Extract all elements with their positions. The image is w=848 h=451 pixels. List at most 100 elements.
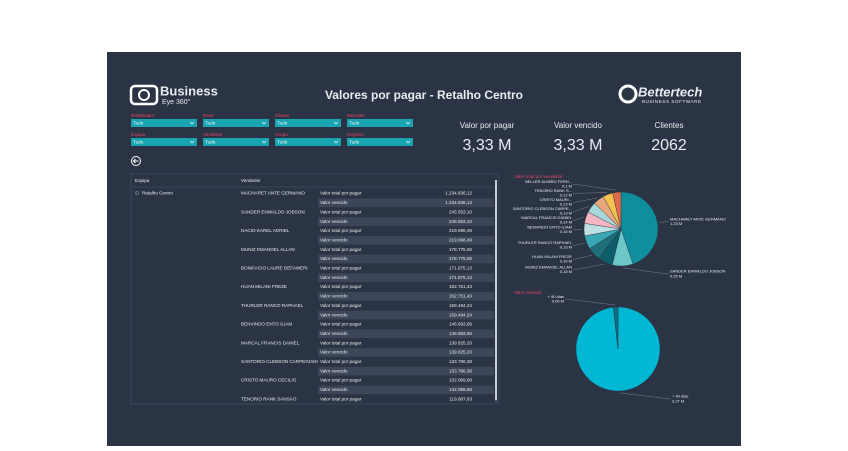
measure-name: Valor vencido bbox=[320, 237, 348, 242]
vendor-name: MACHARET ANTE GERMANO bbox=[241, 191, 305, 196]
team-name: Retalho Centro bbox=[142, 191, 173, 196]
measure-value: 178.775,06 bbox=[449, 247, 472, 252]
measure-value: 132.069,68 bbox=[449, 387, 472, 392]
scrollbar-thumb[interactable] bbox=[495, 180, 497, 400]
measure-name: Valor vencido bbox=[320, 350, 348, 355]
measure-value: 245.553,10 bbox=[449, 209, 472, 214]
measure-name: Valor vencido bbox=[320, 368, 348, 373]
measure-name: Valor total por pagar bbox=[320, 191, 362, 196]
measure-value: 132.069,68 bbox=[449, 378, 472, 383]
filter-label: Vendedor bbox=[203, 132, 223, 137]
measure-name: Valor vencido bbox=[320, 331, 348, 336]
vendor-name: DACIO KAREL ADRIEL bbox=[241, 228, 290, 233]
vendor-name: BONIFACIO LAURE DEFAWERI bbox=[241, 266, 308, 271]
measure-value: 219.998,49 bbox=[449, 237, 472, 242]
measure-value: 159.494,24 bbox=[449, 312, 472, 317]
slice-value: 0,16 M bbox=[560, 245, 572, 250]
logo-subtext: BUSINESS SOFTWARE bbox=[642, 99, 702, 104]
vendor-name: HUAN MILANI FREZE bbox=[241, 284, 287, 289]
filter-value[interactable]: Tudo bbox=[349, 139, 360, 144]
filter-value[interactable]: Tudo bbox=[133, 139, 144, 144]
measure-name: Valor vencido bbox=[320, 219, 348, 224]
filter-label: Negócio bbox=[347, 132, 364, 137]
filter-label: Rede bbox=[203, 113, 214, 118]
measure-name: Valor total por pagar bbox=[320, 303, 362, 308]
kpi-label: Valor por pagar bbox=[460, 121, 515, 130]
filter-label: Cliente bbox=[275, 113, 290, 118]
measure-value: 133.786,38 bbox=[449, 359, 472, 364]
filter-label: Mercado bbox=[347, 113, 365, 118]
chart-title: Valor vencido bbox=[514, 290, 542, 295]
measure-value: 146.693,66 bbox=[449, 331, 472, 336]
kpi-value: 2062 bbox=[651, 137, 687, 154]
measure-value: 139.825,20 bbox=[449, 340, 472, 345]
kpi-label: Clientes bbox=[655, 121, 684, 130]
filter-label: Grupo bbox=[275, 132, 288, 137]
filter-value[interactable]: Tudo bbox=[133, 120, 144, 125]
measure-name: Valor vencido bbox=[320, 275, 348, 280]
measure-value: 1.234.836,12 bbox=[445, 191, 472, 196]
vendor-name: BENVINDO ENTO ILIAM bbox=[241, 322, 292, 327]
filter-label: Equipa bbox=[131, 132, 146, 137]
measure-value: 219.998,49 bbox=[449, 228, 472, 233]
filter-value[interactable]: Tudo bbox=[205, 139, 216, 144]
logo-subtext: Eye 360° bbox=[162, 98, 191, 106]
filter-value[interactable]: Tudo bbox=[205, 120, 216, 125]
measure-name: Valor vencido bbox=[320, 294, 348, 299]
vendor-name: CRISTO MAURO CECILIO bbox=[241, 378, 297, 383]
measure-name: Valor total por pagar bbox=[320, 396, 362, 401]
measure-value: 1.234.836,12 bbox=[445, 200, 472, 205]
vendor-name: SANDER ENWALDO JOBSON bbox=[241, 209, 305, 214]
slice-value: 0,06 M bbox=[552, 298, 564, 303]
measure-value: 171.875,13 bbox=[449, 266, 472, 271]
vendor-name: MARCAL FRANCIS DANIEL bbox=[241, 340, 300, 345]
dashboard-title: Valores por pagar - Retalho Centro bbox=[325, 88, 523, 102]
filter-value[interactable]: Tudo bbox=[349, 120, 360, 125]
measure-name: Valor total por pagar bbox=[320, 322, 362, 327]
measure-value: 119.687,63 bbox=[449, 396, 472, 401]
filter-label: Distribuidor bbox=[131, 113, 155, 118]
measure-value: 245.553,10 bbox=[449, 219, 472, 224]
measure-value: 162.751,43 bbox=[449, 284, 472, 289]
measure-value: 139.825,20 bbox=[449, 350, 472, 355]
slice-value: 0,15 M bbox=[560, 229, 572, 234]
vendor-name: TENORIO RANK SANSAO bbox=[241, 396, 297, 401]
measure-name: Valor vencido bbox=[320, 312, 348, 317]
expand-icon: ⊟ bbox=[135, 191, 139, 196]
measure-name: Valor total por pagar bbox=[320, 228, 362, 233]
measure-name: Valor total por pagar bbox=[320, 378, 362, 383]
measure-value: 162.751,43 bbox=[449, 294, 472, 299]
vendor-name: THURLER RANCO RAPHAEL bbox=[241, 303, 304, 308]
measure-name: Valor total por pagar bbox=[320, 247, 362, 252]
measure-value: 146.693,66 bbox=[449, 322, 472, 327]
slice-value: 0,18 M bbox=[560, 269, 572, 274]
measure-value: 171.875,13 bbox=[449, 275, 472, 280]
measure-value: 133.786,38 bbox=[449, 368, 472, 373]
measure-name: Valor total por pagar bbox=[320, 359, 362, 364]
measure-name: Valor total por pagar bbox=[320, 284, 362, 289]
vendor-name: SANTORIO CLEBSON CARPEGIANI bbox=[241, 359, 318, 364]
kpi-label: Valor vencido bbox=[554, 121, 602, 130]
filter-value[interactable]: Tudo bbox=[277, 139, 288, 144]
kpi-value: 3,33 M bbox=[463, 137, 512, 154]
column-header: Vendedor bbox=[241, 178, 261, 183]
measure-name: Valor total por pagar bbox=[320, 266, 362, 271]
measure-name: Valor vencido bbox=[320, 200, 348, 205]
measure-name: Valor vencido bbox=[320, 256, 348, 261]
slice-value: 1,23 M bbox=[670, 221, 682, 226]
kpi-value: 3,33 M bbox=[554, 137, 603, 154]
measure-name: Valor vencido bbox=[320, 387, 348, 392]
measure-name: Valor total por pagar bbox=[320, 340, 362, 345]
filter-value[interactable]: Tudo bbox=[277, 120, 288, 125]
slice-value: 3,27 M bbox=[672, 398, 684, 403]
vendor-name: MUNIZ EMANOEL ALLAN bbox=[241, 247, 295, 252]
measure-name: Valor total por pagar bbox=[320, 209, 362, 214]
column-header: Equipa bbox=[135, 178, 150, 183]
slice-value: 0,25 M bbox=[670, 273, 682, 278]
logo-text: Bettertech bbox=[638, 84, 702, 99]
measure-value: 159.494,24 bbox=[449, 303, 472, 308]
logo-text: Business bbox=[160, 83, 218, 98]
measure-value: 178.775,06 bbox=[449, 256, 472, 261]
